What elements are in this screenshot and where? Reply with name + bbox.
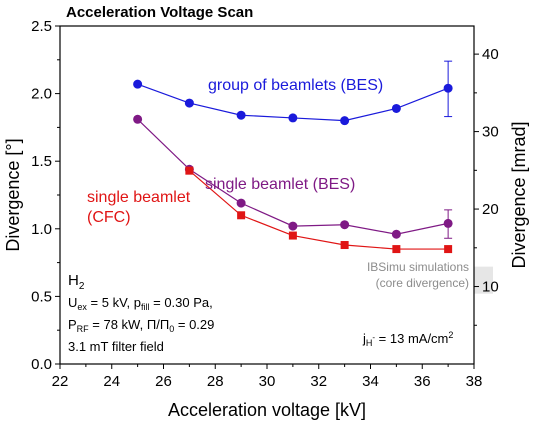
param-prf: PRF = 78 kW, Π/Π0 = 0.29 [68,317,214,334]
series-0-point-33 [340,116,350,126]
y-tick-label-1.5: 1.5 [31,153,52,170]
series-0-point-37 [443,83,453,93]
series-2-point-31 [288,231,297,240]
series-2-point-27 [185,166,194,175]
series-2 [185,166,453,254]
series-1-point-29 [236,198,246,208]
y-tick-label-0.0: 0.0 [31,356,52,373]
series-0-point-29 [236,110,246,120]
y-axis-ticks: 0.0 0.5 1.0 1.5 2.0 2.5 [31,18,60,373]
y2-tick-label-10: 10 [482,279,499,296]
y-tick-label-2.5: 2.5 [31,18,52,35]
chart-title: Acceleration Voltage Scan [66,4,253,21]
x-axis-ticks: 22 24 26 28 30 32 34 36 38 [52,364,483,390]
series-0-point-25 [133,79,143,89]
series-2-point-33 [340,241,349,250]
series-label-cfc-line2: (CFC) [87,209,131,226]
series-label-cfc: single beamlet (CFC) [87,189,195,226]
series-0-point-27 [184,98,194,108]
x-tick-label-38: 38 [466,373,483,390]
x-axis-label: Acceleration voltage [kV] [168,400,366,420]
y2-axis-ticks: 10 20 30 40 [474,46,499,326]
series-0-point-31 [288,113,298,123]
y2-tick-label-30: 30 [482,124,499,141]
y2-tick-label-40: 40 [482,46,499,63]
sim-label-line2: (core divergence) [376,276,469,290]
series-1-point-35 [391,229,401,239]
series-label-cfc-line1: single beamlet [87,189,191,206]
x-tick-label-22: 22 [52,373,69,390]
series-2-line [188,170,449,250]
y-tick-label-1.0: 1.0 [31,221,52,238]
series-2-point-35 [392,245,401,254]
series-layer [133,60,453,254]
x-tick-label-28: 28 [207,373,224,390]
x-tick-label-36: 36 [414,373,431,390]
y2-axis-label: Divergence [mrad] [509,121,529,268]
series-label-group-bes: group of beamlets (BES) [208,77,383,94]
param-uex: Uex = 5 kV, pfill = 0.30 Pa, [68,295,213,312]
param-h2: H2 [68,272,85,292]
series-1-point-31 [288,221,298,231]
series-0 [133,60,453,126]
series-2-point-29 [237,211,246,220]
y2-tick-label-20: 20 [482,201,499,218]
param-filter: 3.1 mT filter field [68,339,164,354]
series-2-point-37 [444,245,453,254]
y-tick-label-2.0: 2.0 [31,86,52,103]
series-1-point-33 [340,220,350,230]
series-1-point-37 [443,218,453,228]
y-axis-label: Divergence [°] [3,138,23,251]
x-tick-label-30: 30 [259,373,276,390]
current-density: jH- = 13 mA/cm2 [362,330,453,348]
series-0-point-35 [391,103,401,113]
series-1-point-25 [133,114,143,124]
x-tick-label-24: 24 [103,373,120,390]
x-tick-label-32: 32 [310,373,327,390]
x-tick-label-26: 26 [155,373,172,390]
x-tick-label-34: 34 [362,373,379,390]
sim-label-line1: IBSimu simulations [367,260,469,274]
y-tick-label-0.5: 0.5 [31,288,52,305]
series-label-single-bes: single beamlet (BES) [205,176,355,193]
